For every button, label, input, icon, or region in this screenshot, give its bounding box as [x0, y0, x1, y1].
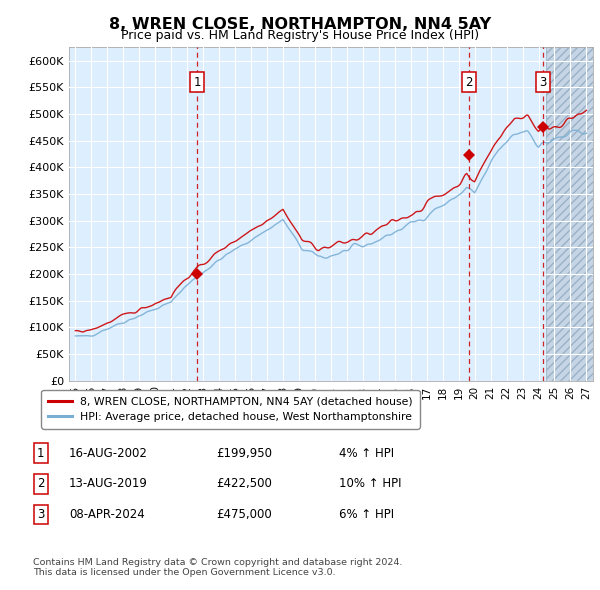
Text: 3: 3: [539, 76, 547, 88]
Text: Price paid vs. HM Land Registry's House Price Index (HPI): Price paid vs. HM Land Registry's House …: [121, 30, 479, 42]
Text: 2: 2: [37, 477, 44, 490]
Text: 10% ↑ HPI: 10% ↑ HPI: [339, 477, 401, 490]
Text: £199,950: £199,950: [216, 447, 272, 460]
Bar: [547, 47, 600, 381]
Bar: [547, 47, 600, 381]
Text: 8, WREN CLOSE, NORTHAMPTON, NN4 5AY: 8, WREN CLOSE, NORTHAMPTON, NN4 5AY: [109, 17, 491, 31]
Text: 08-APR-2024: 08-APR-2024: [69, 508, 145, 521]
Text: 4% ↑ HPI: 4% ↑ HPI: [339, 447, 394, 460]
Text: 1: 1: [37, 447, 44, 460]
Text: £475,000: £475,000: [216, 508, 272, 521]
Text: 16-AUG-2002: 16-AUG-2002: [69, 447, 148, 460]
Legend: 8, WREN CLOSE, NORTHAMPTON, NN4 5AY (detached house), HPI: Average price, detach: 8, WREN CLOSE, NORTHAMPTON, NN4 5AY (det…: [41, 390, 419, 428]
Text: 3: 3: [37, 508, 44, 521]
Text: £422,500: £422,500: [216, 477, 272, 490]
Text: 13-AUG-2019: 13-AUG-2019: [69, 477, 148, 490]
Text: 1: 1: [193, 76, 201, 88]
Text: 2: 2: [465, 76, 472, 88]
Text: 6% ↑ HPI: 6% ↑ HPI: [339, 508, 394, 521]
Text: Contains HM Land Registry data © Crown copyright and database right 2024.
This d: Contains HM Land Registry data © Crown c…: [33, 558, 403, 577]
